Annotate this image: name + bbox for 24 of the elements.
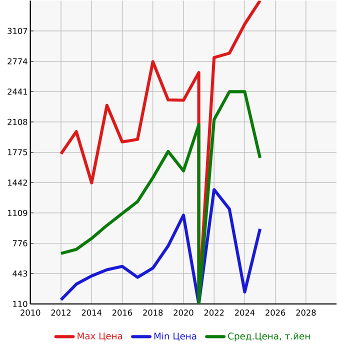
x-tick-label: 2010 <box>20 310 40 316</box>
x-tick-label: 2014 <box>82 310 102 316</box>
y-tick-label: 776 <box>12 240 28 246</box>
y-tick-label: 1442 <box>8 180 27 186</box>
legend-label: Min Цена <box>154 332 196 341</box>
y-tick-label: 1109 <box>8 210 28 216</box>
y-tick-label: 2441 <box>8 88 27 95</box>
x-tick-label: 2020 <box>174 310 194 316</box>
y-tick-label: 2108 <box>8 118 28 126</box>
x-tick-label: 2018 <box>143 310 163 316</box>
x-tick-label: 2028 <box>296 310 316 316</box>
y-tick-label: 2774 <box>8 58 28 64</box>
legend-label: Сред.Цена, т.йен <box>228 332 310 342</box>
x-tick-label: 2012 <box>51 310 70 316</box>
line-series <box>59 188 262 304</box>
y-tick-label: 443 <box>12 270 28 277</box>
x-tick-label: 2022 <box>204 310 224 316</box>
y-tick-label: 3107 <box>8 28 28 34</box>
legend-label: Max Цена <box>78 332 122 341</box>
x-tick-label: 2016 <box>112 310 132 316</box>
y-tick-label: 110 <box>13 300 28 307</box>
x-tick-label: 2026 <box>265 310 286 316</box>
x-tick-label: 2024 <box>234 310 255 316</box>
y-tick-label: 1775 <box>8 149 27 156</box>
